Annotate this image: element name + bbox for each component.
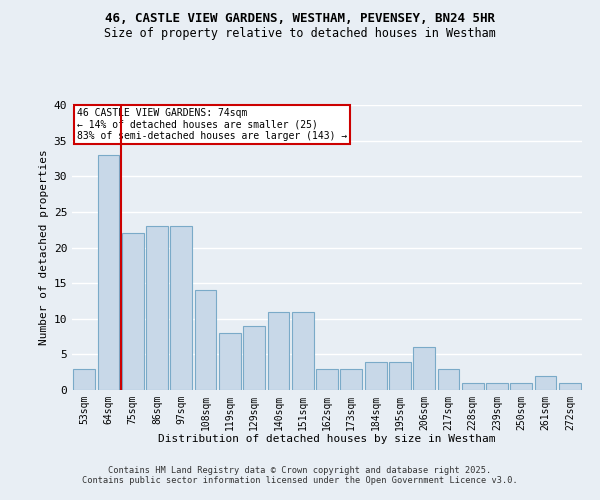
Bar xyxy=(194,290,217,390)
Text: 46, CASTLE VIEW GARDENS, WESTHAM, PEVENSEY, BN24 5HR: 46, CASTLE VIEW GARDENS, WESTHAM, PEVENS… xyxy=(105,12,495,26)
Bar xyxy=(535,376,556,390)
Bar xyxy=(486,383,508,390)
Bar xyxy=(73,368,95,390)
Bar xyxy=(243,326,265,390)
Y-axis label: Number of detached properties: Number of detached properties xyxy=(40,150,49,346)
Bar xyxy=(340,368,362,390)
Bar xyxy=(413,347,435,390)
Text: Contains HM Land Registry data © Crown copyright and database right 2025.
Contai: Contains HM Land Registry data © Crown c… xyxy=(82,466,518,485)
Bar xyxy=(437,368,460,390)
Bar xyxy=(559,383,581,390)
Bar xyxy=(365,362,386,390)
Bar xyxy=(146,226,168,390)
Bar xyxy=(511,383,532,390)
X-axis label: Distribution of detached houses by size in Westham: Distribution of detached houses by size … xyxy=(158,434,496,444)
Text: Size of property relative to detached houses in Westham: Size of property relative to detached ho… xyxy=(104,28,496,40)
Bar xyxy=(268,312,289,390)
Bar xyxy=(122,233,143,390)
Bar xyxy=(219,333,241,390)
Bar xyxy=(170,226,192,390)
Bar xyxy=(292,312,314,390)
Bar xyxy=(316,368,338,390)
Text: 46 CASTLE VIEW GARDENS: 74sqm
← 14% of detached houses are smaller (25)
83% of s: 46 CASTLE VIEW GARDENS: 74sqm ← 14% of d… xyxy=(77,108,347,141)
Bar xyxy=(389,362,411,390)
Bar xyxy=(462,383,484,390)
Bar xyxy=(97,155,119,390)
